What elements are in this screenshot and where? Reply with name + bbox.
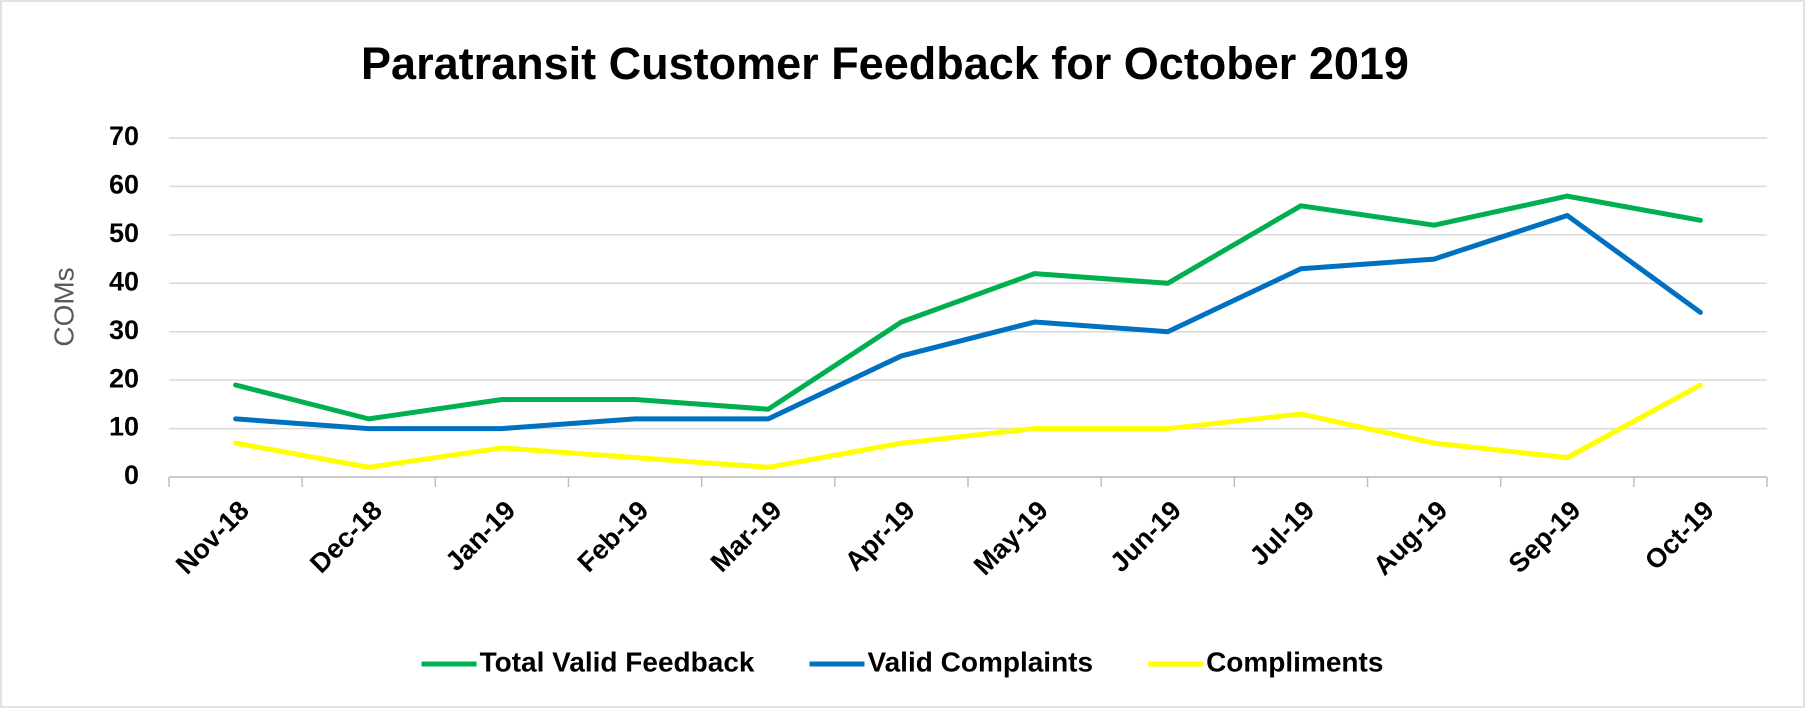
y-tick-label: 20 bbox=[109, 363, 139, 393]
y-tick-label: 70 bbox=[109, 121, 139, 151]
y-axis-label: COMs bbox=[48, 267, 79, 346]
legend-label: Valid Complaints bbox=[867, 646, 1093, 677]
y-tick-label: 10 bbox=[109, 412, 139, 442]
series-line bbox=[233, 382, 1703, 470]
series-line bbox=[233, 193, 1703, 422]
y-tick-label: 0 bbox=[124, 460, 139, 490]
y-tick-label: 50 bbox=[109, 218, 139, 248]
y-tick-label: 40 bbox=[109, 266, 139, 296]
chart-title: Paratransit Customer Feedback for Octobe… bbox=[361, 38, 1409, 89]
legend-label: Total Valid Feedback bbox=[480, 646, 755, 677]
y-tick-label: 30 bbox=[109, 315, 139, 345]
series-line bbox=[233, 212, 1703, 432]
legend-label: Compliments bbox=[1206, 646, 1383, 677]
y-tick-label: 60 bbox=[109, 170, 139, 200]
